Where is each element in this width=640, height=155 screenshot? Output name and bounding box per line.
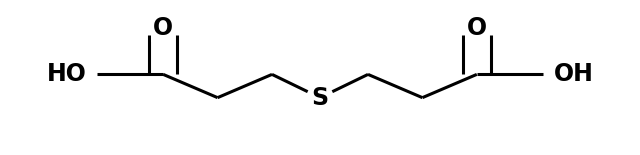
Text: OH: OH — [554, 62, 593, 86]
Text: O: O — [467, 16, 487, 40]
Text: S: S — [312, 86, 328, 110]
Text: O: O — [153, 16, 173, 40]
Text: HO: HO — [47, 62, 86, 86]
